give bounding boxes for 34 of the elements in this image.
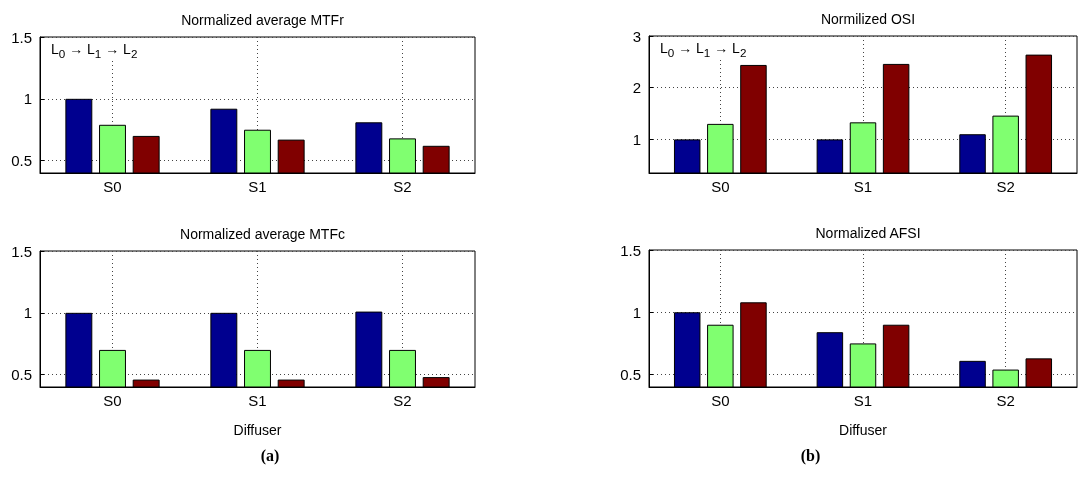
- x-tick-label: S0: [103, 392, 122, 409]
- y-tick-label: 1: [23, 304, 32, 322]
- x-tick-label: S0: [711, 392, 730, 409]
- chart-title: Normilized OSI: [820, 11, 916, 27]
- x-tick-label: S0: [103, 178, 122, 195]
- x-tick-label: S1: [853, 178, 873, 195]
- x-tick-label: S1: [248, 392, 267, 409]
- x-axis-title: Diffuser: [233, 422, 282, 438]
- y-tick-label: 3: [632, 27, 641, 45]
- y-tick-label: 1.5: [620, 241, 641, 259]
- annotation: L$_{0}$ → L$_{1}$ → L$_{2}$: [49, 41, 140, 60]
- x-tick-label: S0: [711, 178, 730, 195]
- y-tick-label: 1: [632, 303, 641, 321]
- y-tick-label: 1: [632, 130, 641, 148]
- x-tick-label: S2: [996, 178, 1015, 195]
- y-tick-label: 0.5: [11, 366, 32, 384]
- x-axis-title: Diffuser: [839, 422, 888, 438]
- text: (b): [799, 447, 822, 465]
- x-tick-label: S1: [853, 392, 873, 409]
- text: (a): [259, 447, 281, 465]
- x-tick-label: S2: [393, 392, 412, 409]
- chart-title: Normalized average MTFc: [180, 226, 345, 242]
- chart-title: Normalized AFSI: [815, 225, 921, 241]
- annotation: L$_{0}$ → L$_{1}$ → L$_{2}$: [658, 40, 749, 59]
- x-tick-label: S1: [248, 178, 267, 195]
- y-tick-label: 0.5: [11, 152, 32, 170]
- x-tick-label: S2: [393, 178, 412, 195]
- y-tick-label: 0.5: [620, 366, 641, 384]
- y-tick-label: 1.5: [11, 28, 32, 46]
- x-tick-label: S2: [996, 392, 1015, 409]
- y-tick-label: 1.5: [11, 242, 32, 260]
- y-tick-label: 2: [632, 79, 641, 97]
- y-tick-label: 1: [23, 90, 32, 108]
- chart-title: Normalized average MTFr: [181, 12, 345, 28]
